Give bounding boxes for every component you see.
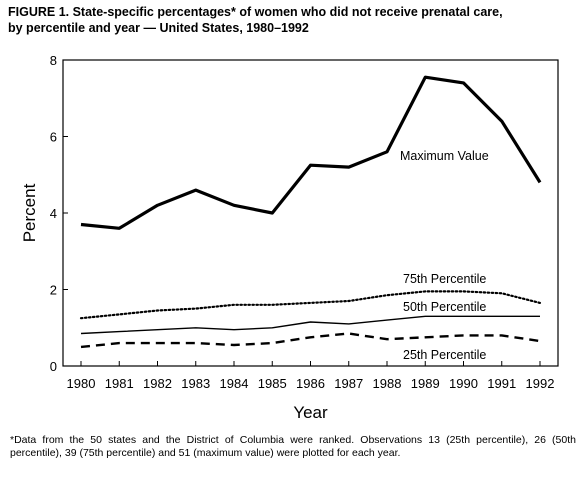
series-label-3: 25th Percentile <box>403 348 486 362</box>
figure-title: FIGURE 1. State-specific percentages* of… <box>8 4 578 36</box>
x-tick-label: 1990 <box>449 376 478 391</box>
y-tick-label: 8 <box>50 53 57 68</box>
x-tick-label: 1988 <box>373 376 402 391</box>
series-line-2 <box>80 315 540 335</box>
x-tick-label: 1991 <box>487 376 516 391</box>
x-tick-label: 1981 <box>105 376 134 391</box>
series-label-2: 50th Percentile <box>403 300 486 314</box>
figure-title-line2: by percentile and year — United States, … <box>8 21 309 35</box>
x-tick-label: 1982 <box>143 376 172 391</box>
x-tick-label: 1992 <box>526 376 555 391</box>
chart-series <box>79 75 542 349</box>
figure-footnote: *Data from the 50 states and the Distric… <box>10 434 576 459</box>
y-tick-label: 2 <box>50 283 57 298</box>
series-label-0: Maximum Value <box>400 149 489 163</box>
x-tick-label: 1983 <box>181 376 210 391</box>
y-tick-label: 0 <box>50 359 57 374</box>
line-chart: 0 2 4 6 8 1980 1981 1982 1983 1984 1985 1986 1987 198… <box>20 53 559 422</box>
y-axis-title: Percent <box>20 183 39 242</box>
series-line-0 <box>80 75 542 230</box>
series-line-3 <box>80 332 541 349</box>
y-tick-label: 4 <box>50 206 57 221</box>
series-line-1 <box>79 290 542 320</box>
y-tick-label: 6 <box>50 130 57 145</box>
figure-title-line1: FIGURE 1. State-specific percentages* of… <box>8 5 503 19</box>
x-tick-label: 1989 <box>411 376 440 391</box>
x-tick-label: 1984 <box>220 376 249 391</box>
chart-axes: 0 2 4 6 8 1980 1981 1982 1983 1984 1985 1986 1987 198… <box>20 53 559 422</box>
x-axis-title: Year <box>293 403 328 422</box>
plot-frame <box>62 59 559 367</box>
x-tick-label: 1986 <box>296 376 325 391</box>
x-tick-label: 1985 <box>258 376 287 391</box>
x-tick-label: 1987 <box>334 376 363 391</box>
x-tick-label: 1980 <box>67 376 96 391</box>
chart-series-labels: Maximum Value 75th Percentile 50th Percent… <box>400 149 489 362</box>
series-label-1: 75th Percentile <box>403 272 486 286</box>
